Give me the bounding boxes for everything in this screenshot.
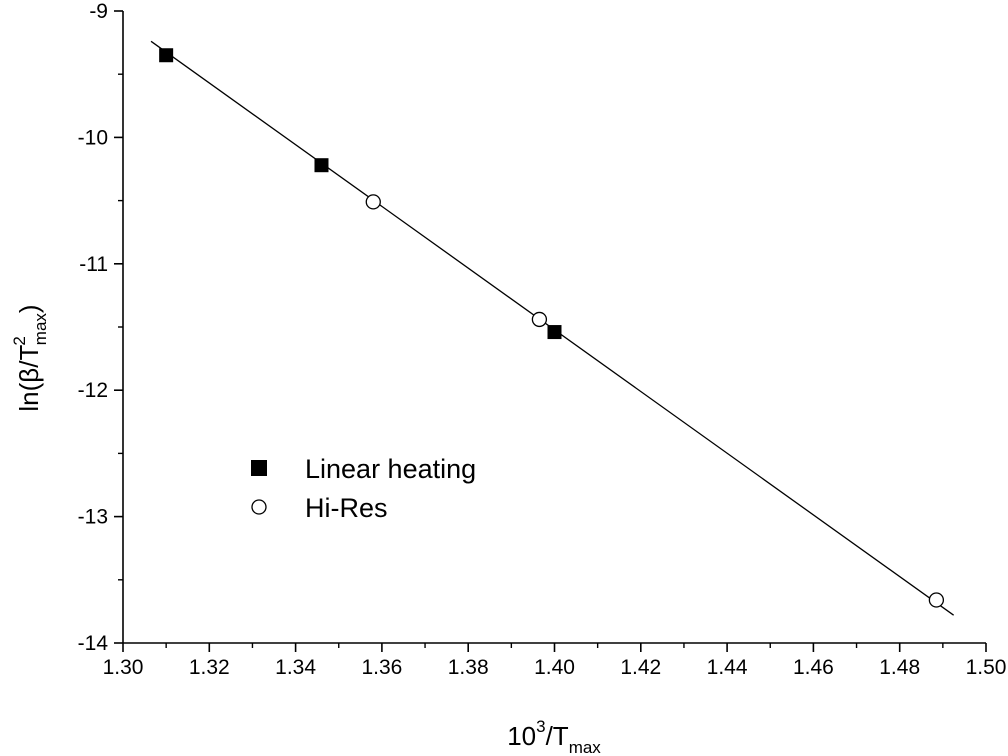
x-axis-title: 103/Tmax xyxy=(507,717,601,756)
y-axis-title: ln(β/T2 max) xyxy=(10,304,50,411)
y-tick-label: -13 xyxy=(78,506,108,529)
y-tick-label: -9 xyxy=(89,0,108,23)
x-tick-label: 1.36 xyxy=(361,656,402,679)
x-tick-label: 1.40 xyxy=(534,656,575,679)
legend: Linear heating Hi-Res xyxy=(251,454,476,523)
x-axis-title-sub: max xyxy=(569,738,602,756)
data-points xyxy=(159,48,945,608)
point-hi-res xyxy=(365,194,381,210)
legend-marker-linear-heating xyxy=(251,460,267,476)
y-axis-ticks: -9 -10 -11 -12 -13 -14 xyxy=(78,0,123,655)
y-tick-label: -14 xyxy=(78,632,109,655)
legend-marker-hi-res xyxy=(251,499,267,515)
x-tick-label: 1.34 xyxy=(275,656,316,679)
y-tick-label: -10 xyxy=(78,126,108,149)
y-axis-title-post: ) xyxy=(14,304,44,313)
point-hi-res xyxy=(531,311,548,328)
legend-label-linear-heating: Linear heating xyxy=(305,454,476,484)
x-axis-title-sup: 3 xyxy=(536,717,545,736)
y-axis-title-sup: 2 xyxy=(10,336,29,345)
y-axis-title-pre: ln(β/T xyxy=(14,345,44,412)
x-tick-label: 1.30 xyxy=(103,656,144,679)
x-axis-title-mid: /T xyxy=(546,721,569,751)
y-tick-label: -12 xyxy=(78,379,108,402)
x-axis-ticks: 1.30 1.32 1.34 1.36 1.38 1.40 1.42 1.44 1.46 1.48… xyxy=(103,643,1007,679)
x-tick-label: 1.46 xyxy=(793,656,834,679)
x-tick-label: 1.44 xyxy=(707,656,748,679)
point-linear-heating xyxy=(547,325,562,340)
x-tick-label: 1.38 xyxy=(448,656,489,679)
x-tick-label: 1.32 xyxy=(189,656,230,679)
x-tick-label: 1.42 xyxy=(620,656,661,679)
point-linear-heating xyxy=(159,48,174,63)
x-tick-label: 1.48 xyxy=(879,656,920,679)
x-axis-title-base: 10 xyxy=(507,721,536,751)
x-tick-label: 1.50 xyxy=(966,656,1007,679)
point-linear-heating xyxy=(314,158,329,173)
y-tick-label: -11 xyxy=(79,253,108,276)
legend-label-hi-res: Hi-Res xyxy=(305,493,388,523)
point-hi-res xyxy=(928,592,945,608)
y-axis-title-sub: max xyxy=(31,313,50,346)
